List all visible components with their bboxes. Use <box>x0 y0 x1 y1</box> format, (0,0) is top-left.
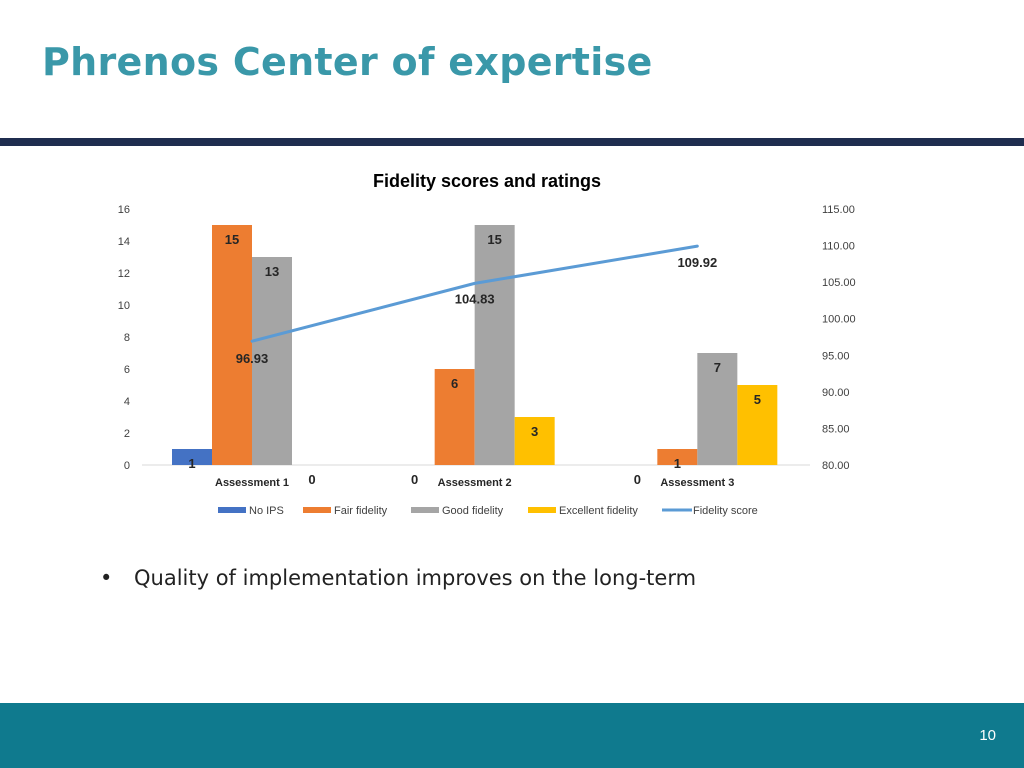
y-axis-primary: 0 2 4 6 8 10 12 14 16 <box>118 204 130 472</box>
y-tick-label: 12 <box>118 268 130 280</box>
y-tick-label: 0 <box>124 460 130 472</box>
fidelity-chart: Fidelity scores and ratings 024681012141… <box>118 171 856 517</box>
legend-swatch <box>218 507 246 513</box>
title-divider <box>0 138 1024 146</box>
x-category-label: Assessment 2 <box>438 477 512 489</box>
bar-fair-fidelity <box>657 449 698 465</box>
bar-good-fidelity <box>252 257 292 465</box>
y-tick-label: 2 <box>124 428 130 440</box>
fidelity-score-line-group: 96.93 104.83 109.92 <box>236 244 717 366</box>
bullet-point: • Quality of implementation improves on t… <box>100 566 696 590</box>
bar-value-label: 1 <box>674 456 681 471</box>
legend-swatch <box>303 507 331 513</box>
y2-tick-label: 80.00 <box>822 460 850 472</box>
bar-value-label: 0 <box>634 472 641 487</box>
y2-tick-label: 100.00 <box>822 314 856 326</box>
y2-tick-label: 90.00 <box>822 387 850 399</box>
y-axis-secondary: 80.00 85.00 90.00 95.00 100.00 105.00 110.00 11… <box>822 204 856 472</box>
legend-label: Fair fidelity <box>334 505 388 517</box>
bar-good-fidelity <box>697 353 738 465</box>
legend-swatch <box>528 507 556 513</box>
y-tick-label: 16 <box>118 204 130 216</box>
legend-label: Excellent fidelity <box>559 505 638 517</box>
y2-tick-label: 105.00 <box>822 277 856 289</box>
bar-value-label: 13 <box>265 264 279 279</box>
bar-value-label: 7 <box>714 360 721 375</box>
bullet-symbol: • <box>100 566 113 590</box>
chart-title: Fidelity scores and ratings <box>373 171 601 191</box>
fidelity-score-label: 96.93 <box>236 351 269 366</box>
bar-excellent-fidelity <box>737 385 778 465</box>
bar-value-label: 15 <box>225 232 239 247</box>
bar-fair-fidelity <box>434 369 475 465</box>
legend-label: Fidelity score <box>693 505 758 517</box>
bar-good-fidelity <box>474 225 515 465</box>
y-tick-label: 8 <box>124 332 130 344</box>
legend-label: Good fidelity <box>442 505 504 517</box>
bar-value-label: 6 <box>451 376 458 391</box>
bar-series-group <box>172 225 778 465</box>
legend-label: No IPS <box>249 505 284 517</box>
footer-bar: 10 <box>0 703 1024 768</box>
bar-value-label: 0 <box>308 472 315 487</box>
bar-fair-fidelity <box>212 225 252 465</box>
bar-excellent-fidelity <box>514 417 555 465</box>
bar-value-label: 5 <box>754 392 761 407</box>
page-number: 10 <box>979 727 996 744</box>
y2-tick-label: 85.00 <box>822 423 850 435</box>
bar-no-ips <box>172 449 212 465</box>
bar-value-label: 15 <box>487 232 501 247</box>
fidelity-score-label: 109.92 <box>677 255 717 270</box>
y-tick-label: 6 <box>124 364 130 376</box>
y-tick-label: 4 <box>124 396 130 408</box>
legend-swatch <box>411 507 439 513</box>
y-tick-label: 10 <box>118 300 130 312</box>
data-labels-group: 1 15 13 0 0 6 15 3 0 1 7 5 <box>188 232 761 487</box>
y2-tick-label: 95.00 <box>822 350 850 362</box>
fidelity-score-line <box>250 244 699 343</box>
bullet-text: Quality of implementation improves on th… <box>134 566 697 590</box>
bar-value-label: 0 <box>411 472 418 487</box>
y2-tick-label: 115.00 <box>822 204 855 216</box>
bar-value-label: 1 <box>188 456 195 471</box>
chart-area: Fidelity scores and ratings 0 2 4 6 8 10 12 14 1… <box>0 150 1024 530</box>
x-category-label: Assessment 3 <box>660 477 734 489</box>
x-axis-labels: Assessment 1 Assessment 2 Assessment 3 <box>215 477 734 489</box>
bar-value-label: 3 <box>531 424 538 439</box>
y-tick-label: 14 <box>118 236 130 248</box>
fidelity-score-label: 104.83 <box>455 291 495 306</box>
x-category-label: Assessment 1 <box>215 477 289 489</box>
slide-title: Phrenos Center of expertise <box>42 40 653 84</box>
chart-legend: No IPS Fair fidelity Good fidelity Excellen… <box>218 505 758 517</box>
y2-tick-label: 110.00 <box>822 241 855 253</box>
